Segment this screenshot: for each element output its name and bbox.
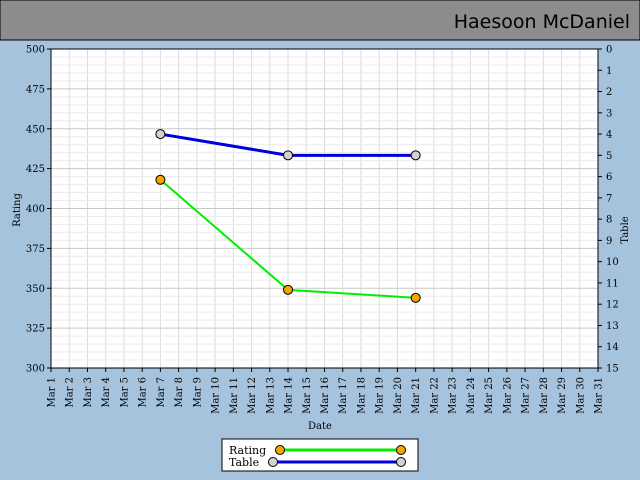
y2-tick-label: 10 [606, 257, 619, 268]
y2-tick-label: 8 [606, 215, 612, 226]
x-tick-label: Mar 21 [411, 377, 422, 414]
x-tick-label: Mar 28 [539, 377, 550, 414]
rating-point [410, 292, 421, 303]
table-point [155, 129, 166, 140]
x-tick-label: Mar 3 [83, 377, 94, 408]
legend-box [221, 438, 419, 472]
y2-tick-label: 3 [606, 108, 612, 119]
y-axis-label: Rating [12, 193, 23, 227]
y2-tick-label: 5 [606, 151, 612, 162]
x-tick-label: Mar 30 [575, 377, 586, 414]
x-tick-label: Mar 23 [448, 377, 459, 414]
series [155, 129, 421, 303]
x-tick-label: Mar 8 [174, 377, 185, 408]
y2-tick-label: 4 [606, 130, 612, 141]
table-point [410, 150, 421, 161]
x-tick-label: Mar 6 [138, 377, 149, 408]
x-tick-label: Mar 29 [557, 377, 568, 414]
y2-tick-label: 12 [606, 300, 619, 311]
y-tick-label: 425 [26, 164, 45, 175]
legend-marker-table-start [268, 457, 278, 467]
x-tick-label: Mar 22 [429, 377, 440, 414]
rating-point [283, 284, 294, 295]
grid [50, 48, 599, 369]
x-tick-label: Mar 17 [338, 377, 349, 414]
y2-axis-label: Table [620, 216, 631, 243]
x-tick-label: Mar 16 [320, 377, 331, 414]
x-tick-label: Mar 12 [247, 377, 258, 414]
x-tick-label: Mar 2 [65, 377, 76, 408]
y-tick-label: 350 [26, 284, 45, 295]
x-tick-label: Mar 27 [521, 377, 532, 414]
y2-tick-label: 9 [606, 236, 612, 247]
x-tick-label: Mar 11 [229, 377, 240, 414]
y-tick-label: 400 [26, 204, 45, 215]
y-tick-label: 450 [26, 124, 45, 135]
legend-marker-rating-start [275, 445, 285, 455]
table-point [283, 150, 294, 161]
left-axis-ticks: 300 325 350 375 400 425 450 475 500 [26, 45, 51, 375]
x-axis-ticks: Mar 1 Mar 2 Mar 3 Mar 4 Mar 5 Mar 6 Mar 7 Mar 8… [47, 368, 605, 414]
y2-tick-label: 7 [606, 193, 612, 204]
y-tick-label: 375 [26, 244, 45, 255]
x-tick-label: Mar 25 [484, 377, 495, 414]
y-tick-label: 325 [26, 324, 45, 335]
y2-tick-label: 6 [606, 172, 612, 183]
x-tick-label: Mar 9 [192, 377, 203, 408]
legend-marker-table-end [396, 457, 406, 467]
x-tick-label: Mar 19 [375, 377, 386, 414]
x-tick-label: Mar 7 [156, 377, 167, 408]
x-tick-label: Mar 26 [502, 377, 513, 414]
y-tick-label: 475 [26, 84, 45, 95]
legend-marker-rating-end [396, 445, 406, 455]
chart-title: Haesoon McDaniel [454, 11, 630, 33]
x-tick-label: Mar 14 [284, 377, 295, 414]
y2-tick-label: 11 [606, 278, 619, 289]
x-tick-label: Mar 10 [211, 377, 222, 414]
y2-tick-label: 1 [606, 66, 612, 77]
y2-tick-label: 14 [606, 342, 619, 353]
x-tick-label: Mar 5 [119, 377, 130, 408]
x-tick-label: Mar 15 [302, 377, 313, 414]
legend-label-table: Table [229, 456, 259, 469]
x-tick-label: Mar 13 [265, 377, 276, 414]
y-tick-label: 500 [26, 45, 45, 56]
x-tick-label: Mar 4 [101, 377, 112, 408]
title-bar [0, 0, 640, 41]
rating-point [155, 174, 166, 185]
x-tick-label: Mar 31 [594, 377, 605, 414]
x-tick-label: Mar 20 [393, 377, 404, 414]
y2-tick-label: 13 [606, 321, 619, 332]
y2-tick-label: 2 [606, 87, 612, 98]
x-tick-label: Mar 18 [356, 377, 367, 414]
x-tick-label: Mar 24 [466, 377, 477, 414]
legend: Rating Table [221, 438, 419, 472]
x-tick-label: Mar 1 [47, 377, 58, 408]
y2-tick-label: 15 [606, 364, 619, 375]
legend-label-rating: Rating [229, 444, 266, 457]
y-tick-label: 300 [26, 364, 45, 375]
x-axis-label: Date [308, 421, 332, 432]
y2-tick-label: 0 [606, 45, 612, 56]
